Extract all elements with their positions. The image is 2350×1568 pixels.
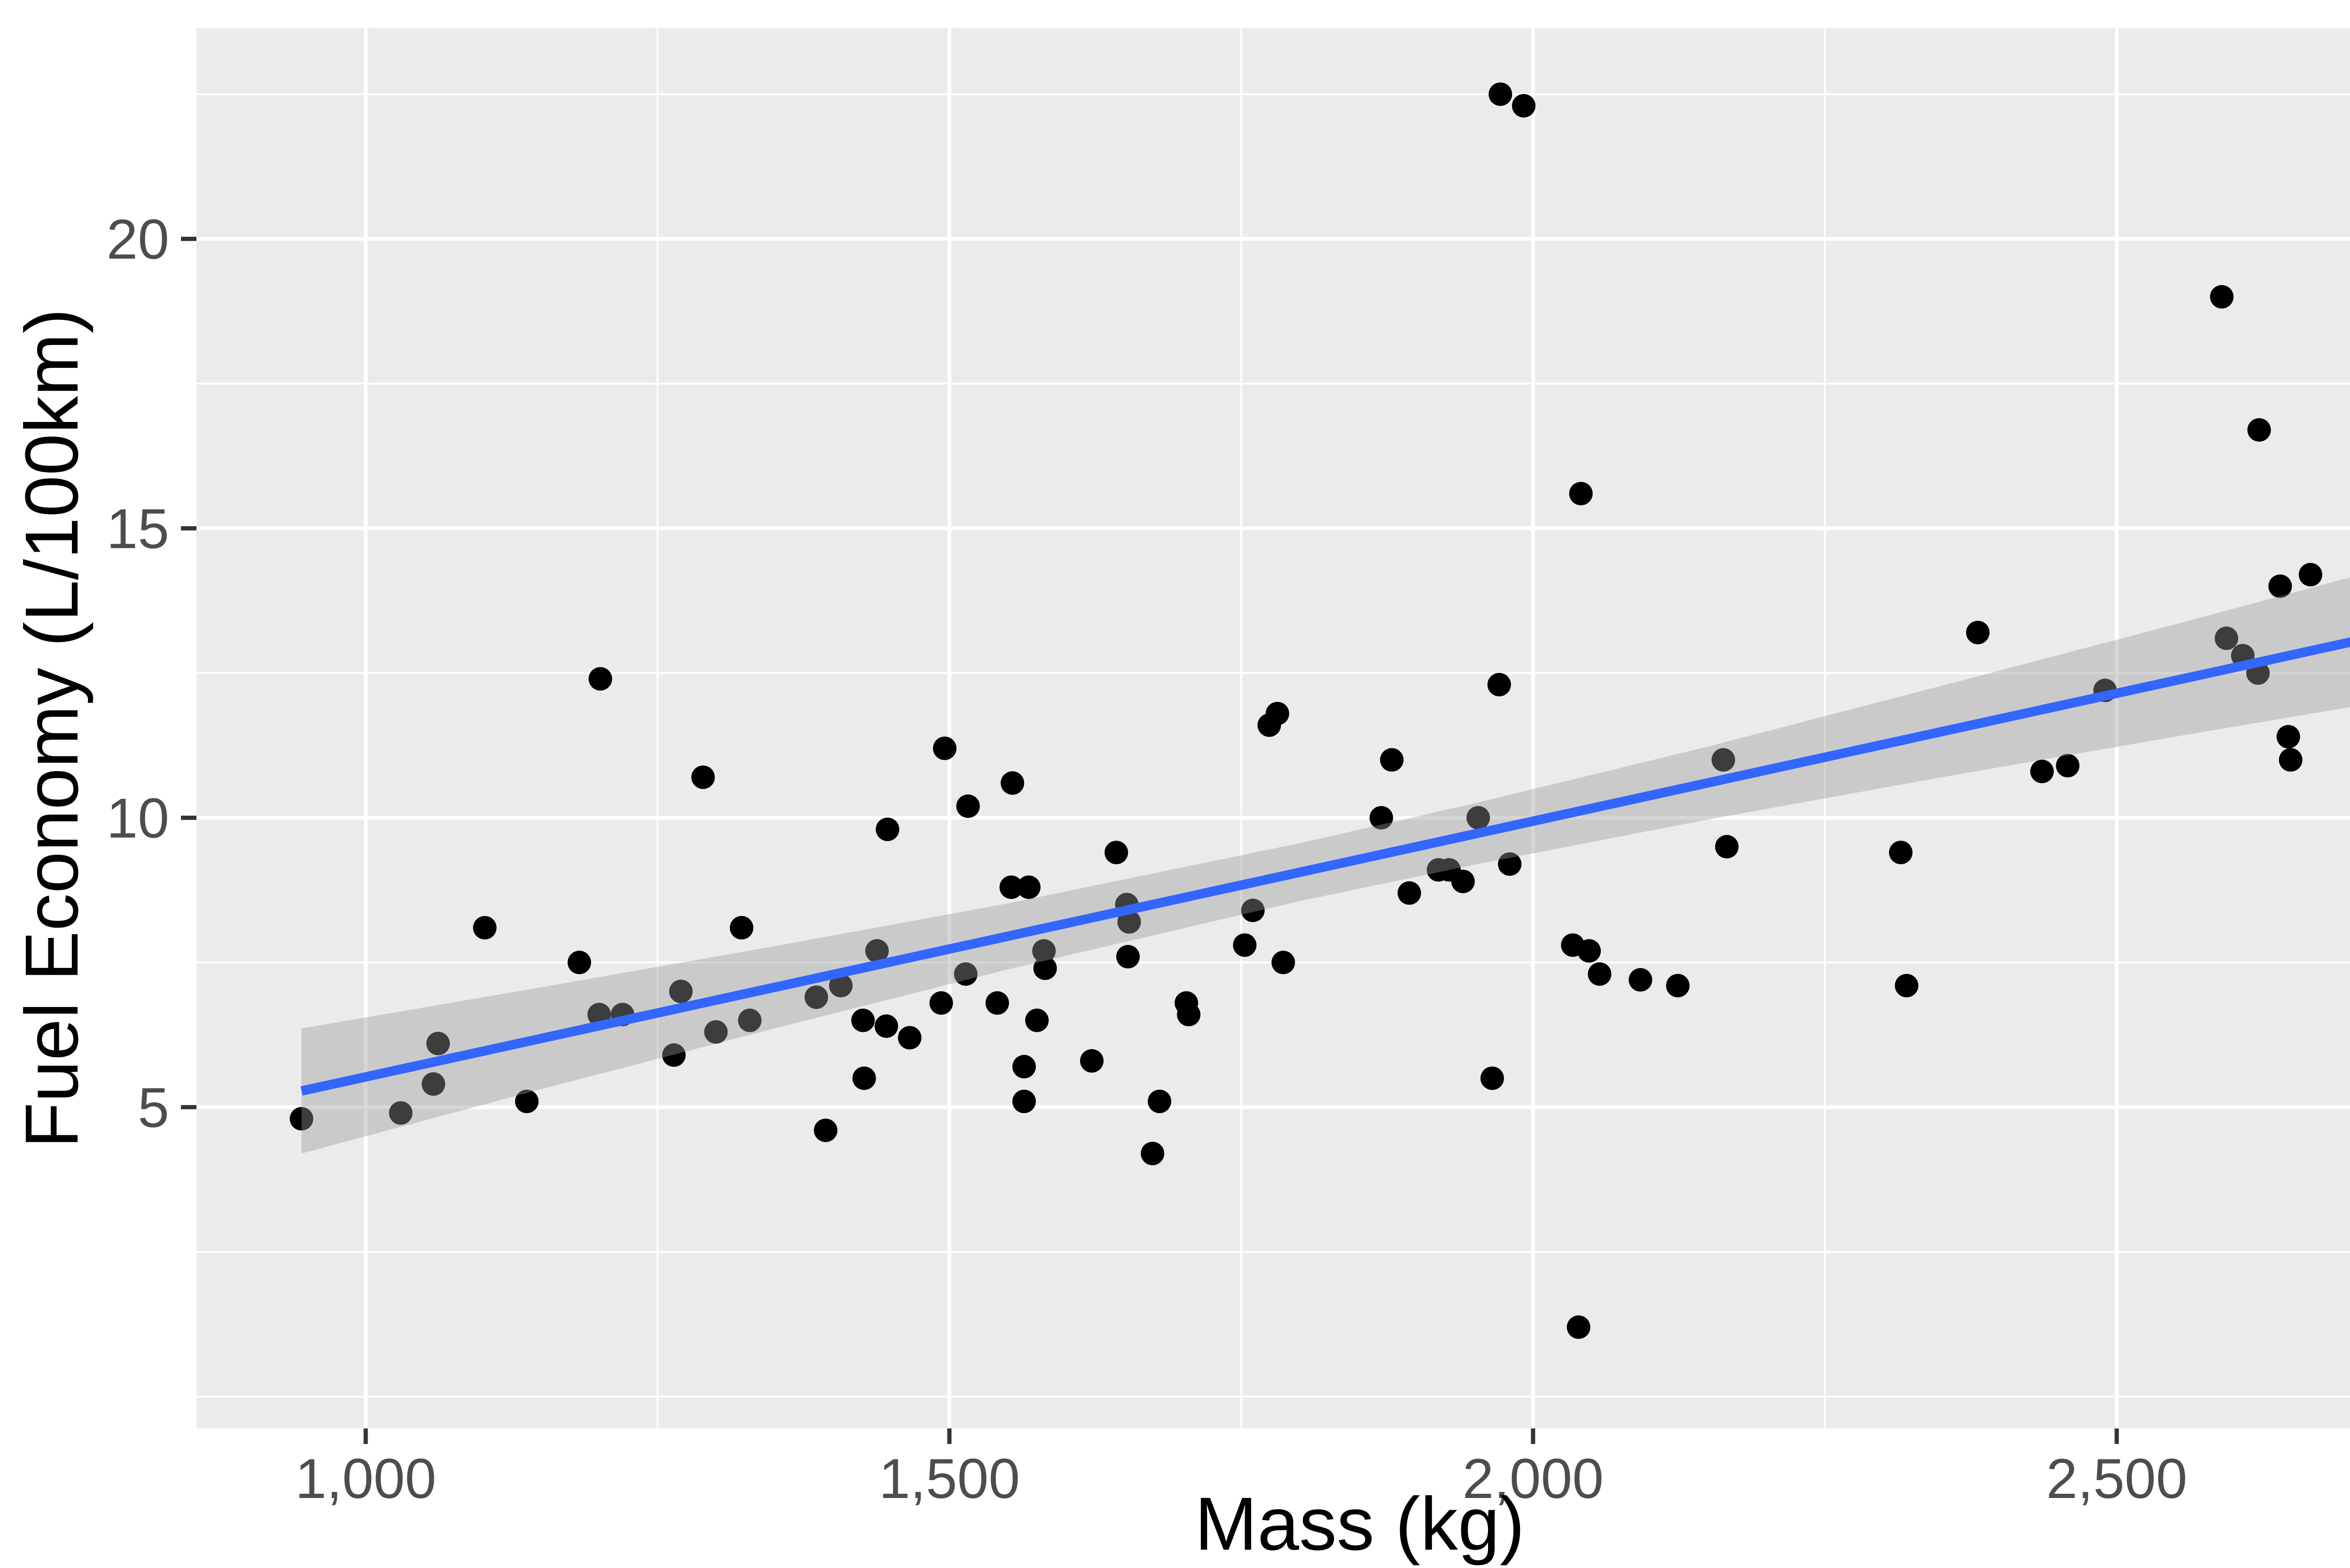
data-point <box>851 1008 875 1032</box>
data-point <box>829 974 853 998</box>
y-tick-label: 15 <box>107 497 169 560</box>
data-point <box>515 1089 539 1113</box>
scatter-points <box>290 82 2322 1339</box>
data-point <box>1715 835 1739 858</box>
data-point <box>804 985 828 1009</box>
x-tick-label: 1,000 <box>295 1447 436 1510</box>
data-point <box>2056 754 2080 778</box>
data-point <box>1080 1049 1104 1073</box>
data-point <box>1666 974 1690 998</box>
y-tick-label: 5 <box>138 1076 169 1139</box>
x-tick-label: 1,500 <box>879 1447 1020 1510</box>
data-point <box>1148 1089 1172 1113</box>
data-point <box>669 979 693 1003</box>
data-point <box>2279 748 2303 772</box>
data-point <box>2298 562 2322 586</box>
data-point <box>1117 910 1141 934</box>
x-axis: 1,000 1,500 2,000 2,500 <box>295 1428 2187 1510</box>
data-point <box>1141 1141 1165 1165</box>
data-point <box>1451 869 1475 893</box>
data-point <box>2215 626 2239 650</box>
data-point <box>954 962 978 986</box>
data-point <box>852 1066 876 1090</box>
data-point <box>1588 962 1612 986</box>
data-point <box>1397 881 1421 905</box>
data-point <box>933 736 957 760</box>
data-point <box>999 875 1023 899</box>
data-point <box>1025 1008 1049 1032</box>
data-point <box>588 667 612 691</box>
data-point <box>985 991 1009 1015</box>
data-point <box>956 794 980 818</box>
data-point <box>1966 621 1990 645</box>
data-point <box>1033 956 1057 980</box>
data-point <box>1569 482 1593 506</box>
data-point <box>2210 285 2234 309</box>
data-point <box>1380 748 1404 772</box>
data-point <box>1629 968 1653 992</box>
data-point <box>1012 1089 1036 1113</box>
data-point <box>1487 672 1511 696</box>
x-tick-label: 2,500 <box>2046 1447 2187 1510</box>
data-point <box>422 1072 446 1096</box>
data-point <box>704 1020 728 1044</box>
data-point <box>1889 841 1913 865</box>
data-point <box>1895 974 1919 998</box>
data-point <box>1233 933 1257 957</box>
data-point <box>1116 944 1140 968</box>
y-tick-label: 20 <box>107 208 169 271</box>
data-point <box>2268 574 2292 598</box>
regression-line-segment <box>300 637 2350 1096</box>
data-point <box>389 1101 413 1125</box>
data-point <box>1271 951 1295 975</box>
data-point <box>729 916 753 940</box>
major-gridlines <box>196 28 2350 1428</box>
x-axis-title: Mass (kg) <box>1195 1482 1525 1566</box>
data-point <box>691 765 715 789</box>
data-point <box>1488 82 1512 106</box>
data-point <box>1466 806 1490 830</box>
data-point <box>2276 725 2300 749</box>
data-point <box>1498 852 1522 876</box>
data-point <box>1017 875 1041 899</box>
x-tick-label: 2,000 <box>1463 1447 1604 1510</box>
data-point <box>874 1014 898 1038</box>
data-point <box>1512 94 1535 118</box>
data-point <box>473 916 497 940</box>
y-axis-title: Fuel Economy (L/100km) <box>9 308 94 1148</box>
data-point <box>1567 1315 1590 1339</box>
data-point <box>898 1026 922 1050</box>
data-point <box>662 1043 686 1067</box>
data-point <box>2030 759 2054 783</box>
data-point <box>1241 898 1265 922</box>
data-point <box>865 939 889 963</box>
data-point <box>1480 1066 1504 1090</box>
data-point <box>1032 939 1056 963</box>
data-point <box>2247 418 2271 442</box>
data-point <box>1711 748 1735 772</box>
data-point <box>876 817 900 841</box>
regression-line <box>300 637 2350 1096</box>
data-point <box>1577 939 1601 963</box>
data-point <box>929 991 953 1015</box>
data-point <box>426 1031 450 1055</box>
y-axis: 5 10 15 20 <box>107 208 196 1139</box>
y-tick-label: 10 <box>107 787 169 850</box>
data-point <box>290 1107 313 1131</box>
data-point <box>738 1008 762 1032</box>
minor-gridlines <box>196 28 2350 1428</box>
data-point <box>1012 1055 1036 1079</box>
data-point <box>814 1118 838 1142</box>
data-point <box>1001 771 1025 795</box>
data-point <box>567 951 591 975</box>
data-point <box>1104 841 1128 865</box>
data-point <box>1177 1003 1201 1027</box>
data-point <box>1265 702 1289 725</box>
data-point <box>1369 806 1393 830</box>
